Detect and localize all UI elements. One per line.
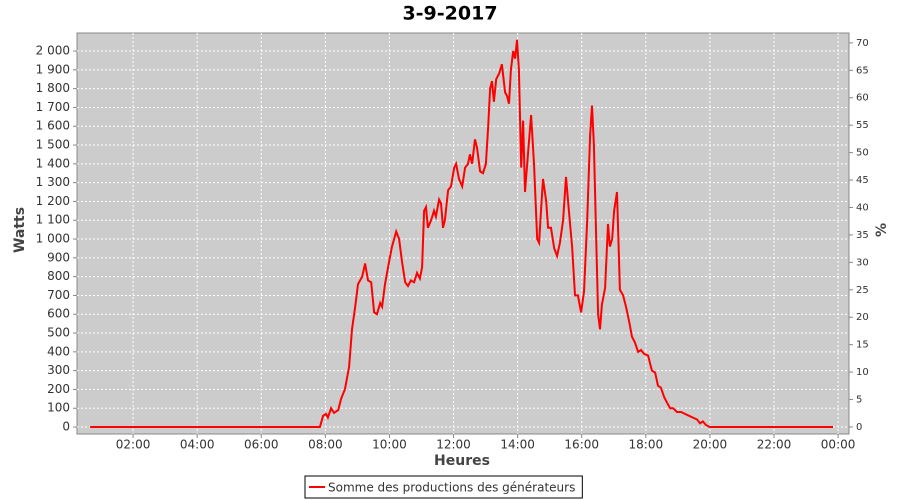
x-tick-label: 10:00	[372, 438, 407, 452]
y-tick-label: 100	[47, 401, 70, 415]
y-tick-label: 1 900	[36, 62, 70, 76]
x-tick-label: 18:00	[629, 438, 664, 452]
y2-tick-label: 35	[856, 230, 869, 241]
series-line	[90, 39, 833, 428]
y2-axis-title: %	[874, 223, 890, 237]
y-tick-label: 600	[47, 307, 70, 321]
y2-tick-label: 55	[856, 120, 869, 131]
y2-tick-label: 50	[856, 148, 869, 159]
x-tick-label: 16:00	[564, 438, 599, 452]
x-tick-label: 06:00	[244, 438, 279, 452]
x-tick-label: 14:00	[500, 438, 535, 452]
y-tick-label: 1 200	[36, 194, 70, 208]
y2-tick-label: 10	[856, 367, 869, 378]
x-axis-title: Heures	[434, 453, 490, 469]
y-tick-label: 1 300	[36, 175, 70, 189]
y2-tick-label: 70	[856, 38, 869, 49]
y-tick-label: 1 600	[36, 119, 70, 133]
y-tick-label: 200	[47, 382, 70, 396]
x-tick-label: 20:00	[693, 438, 728, 452]
x-tick-label: 22:00	[757, 438, 792, 452]
x-tick-label: 04:00	[180, 438, 215, 452]
plot-area	[76, 32, 850, 435]
y2-tick-label: 15	[856, 340, 869, 351]
y-tick-label: 1 100	[36, 213, 70, 227]
y2-tick-label: 25	[856, 285, 869, 296]
chart-title: 3-9-2017	[402, 3, 497, 25]
y-tick-label: 300	[47, 363, 70, 377]
y-tick-label: 0	[62, 420, 70, 434]
legend: Somme des productions des générateurs	[304, 475, 583, 499]
y-tick-label: 700	[47, 288, 70, 302]
x-tick-label: 08:00	[308, 438, 343, 452]
y2-tick-label: 40	[856, 202, 869, 213]
y2-tick-label: 65	[856, 65, 869, 76]
y2-tick-label: 5	[856, 395, 862, 406]
y-tick-label: 2 000	[36, 44, 70, 58]
legend-box	[304, 475, 583, 499]
y2-tick-label: 20	[856, 312, 869, 323]
y-tick-label: 1 500	[36, 138, 70, 152]
legend-label: Somme des productions des générateurs	[328, 481, 575, 495]
y-tick-label: 900	[47, 250, 70, 264]
y-tick-label: 1 700	[36, 100, 70, 114]
y-axis-title: Watts	[12, 207, 28, 253]
y2-tick-label: 45	[856, 175, 869, 186]
y-tick-label: 800	[47, 269, 70, 283]
x-tick-label: 00:00	[821, 438, 856, 452]
y2-tick-label: 30	[856, 257, 869, 268]
x-tick-label: 02:00	[116, 438, 151, 452]
y2-tick-label: 0	[856, 422, 862, 433]
y-tick-label: 1 000	[36, 232, 70, 246]
y-tick-label: 1 800	[36, 81, 70, 95]
x-tick-label: 12:00	[436, 438, 471, 452]
y-tick-label: 500	[47, 326, 70, 340]
y-tick-label: 400	[47, 344, 70, 358]
y-tick-label: 1 400	[36, 156, 70, 170]
y2-tick-label: 60	[856, 93, 869, 104]
